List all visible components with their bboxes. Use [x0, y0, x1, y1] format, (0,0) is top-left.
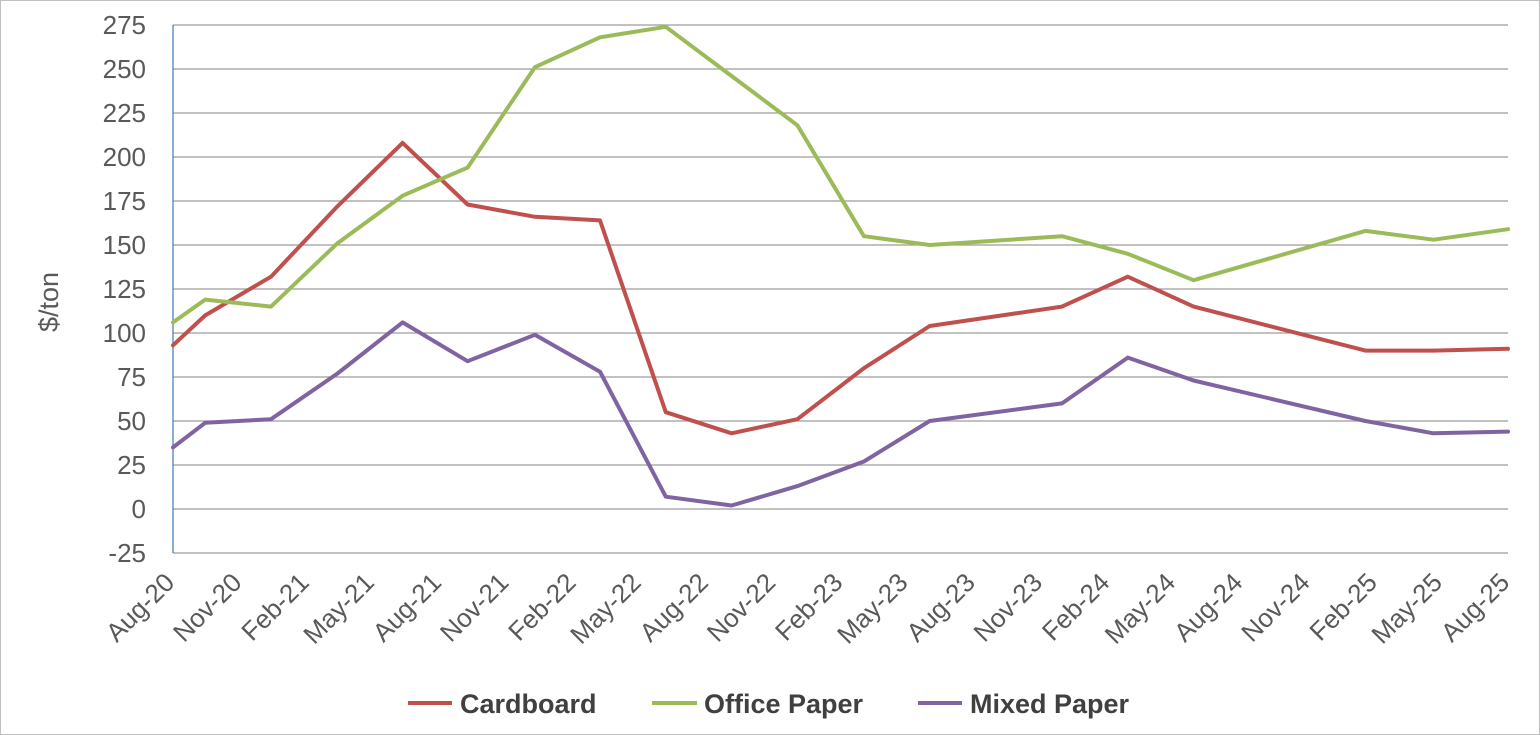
series-mixed-paper: [171, 320, 1510, 508]
data-point-office-paper: [203, 297, 207, 302]
data-point-mixed-paper: [465, 359, 470, 364]
data-point-office-paper: [400, 193, 405, 198]
data-point-cardboard: [465, 202, 470, 207]
data-point-cardboard: [1431, 348, 1436, 353]
data-point-cardboard: [335, 204, 340, 209]
data-point-office-paper: [1060, 234, 1064, 238]
data-point-cardboard: [1191, 304, 1196, 309]
data-point-office-paper: [465, 165, 470, 170]
series-office-paper: [171, 24, 1510, 325]
data-point-mixed-paper: [1506, 429, 1510, 434]
data-point-mixed-paper: [598, 369, 602, 374]
series-cardboard: [171, 140, 1510, 436]
data-point-cardboard: [598, 218, 602, 223]
y-tick-label: 25: [117, 450, 146, 480]
data-point-office-paper: [269, 304, 273, 309]
data-point-cardboard: [269, 274, 273, 279]
data-point-mixed-paper: [1060, 401, 1064, 406]
y-tick-label: 275: [103, 10, 146, 40]
data-point-mixed-paper: [729, 503, 734, 508]
legend-label-mixed-paper: Mixed Paper: [970, 689, 1130, 719]
data-point-cardboard: [1506, 347, 1510, 351]
legend-item-cardboard: Cardboard: [408, 689, 597, 719]
y-tick-label: 50: [117, 406, 146, 436]
data-point-mixed-paper: [927, 419, 932, 423]
data-point-office-paper: [1191, 278, 1196, 283]
data-point-cardboard: [795, 417, 800, 422]
y-tick-label: 150: [103, 230, 146, 260]
data-point-mixed-paper: [1363, 419, 1368, 423]
data-point-mixed-paper: [862, 459, 866, 464]
y-tick-label: -25: [108, 538, 146, 568]
data-point-mixed-paper: [664, 494, 668, 499]
data-point-office-paper: [335, 241, 340, 245]
data-point-mixed-paper: [1431, 431, 1436, 436]
legend: Cardboard Office Paper Mixed Paper: [408, 689, 1130, 719]
y-tick-label: 250: [103, 54, 146, 84]
data-point-cardboard: [862, 366, 866, 371]
y-tick-label: 200: [103, 142, 146, 172]
y-tick-label: 75: [117, 362, 146, 392]
data-point-mixed-paper: [1126, 355, 1130, 360]
data-point-mixed-paper: [171, 445, 175, 450]
data-point-cardboard: [400, 141, 405, 145]
data-point-mixed-paper: [795, 484, 800, 488]
data-point-cardboard: [1060, 304, 1064, 309]
data-point-office-paper: [927, 243, 932, 247]
legend-item-mixed-paper: Mixed Paper: [918, 689, 1130, 719]
data-point-office-paper: [862, 234, 866, 238]
plot-area: [171, 24, 1510, 554]
series-layer: [171, 24, 1510, 508]
y-tick-label: 225: [103, 98, 146, 128]
legend-item-office-paper: Office Paper: [652, 689, 864, 719]
gridlines: [173, 24, 1508, 554]
data-point-office-paper: [1431, 237, 1436, 242]
data-point-cardboard: [729, 431, 734, 436]
data-point-mixed-paper: [1191, 378, 1196, 383]
data-point-cardboard: [1363, 348, 1368, 353]
data-point-office-paper: [533, 65, 537, 69]
data-point-mixed-paper: [533, 333, 537, 337]
data-point-office-paper: [1363, 229, 1368, 233]
data-point-cardboard: [203, 313, 207, 318]
y-tick-label: 125: [103, 274, 146, 304]
legend-label-cardboard: Cardboard: [460, 689, 597, 719]
data-point-mixed-paper: [269, 417, 273, 422]
data-point-cardboard: [171, 343, 175, 348]
data-point-office-paper: [729, 74, 734, 78]
data-point-mixed-paper: [335, 371, 340, 376]
data-point-mixed-paper: [203, 421, 207, 425]
data-point-office-paper: [664, 25, 668, 29]
data-point-office-paper: [171, 320, 175, 325]
data-point-office-paper: [1126, 252, 1130, 256]
data-point-office-paper: [598, 35, 602, 40]
data-point-cardboard: [533, 215, 537, 219]
data-point-office-paper: [1506, 227, 1510, 231]
y-axis-title: $/ton: [34, 272, 64, 332]
y-tick-label: 100: [103, 318, 146, 348]
data-point-mixed-paper: [400, 320, 405, 325]
y-tick-label: 175: [103, 186, 146, 216]
data-point-office-paper: [795, 123, 800, 128]
data-point-cardboard: [664, 410, 668, 415]
y-tick-label: 0: [132, 494, 146, 524]
data-point-cardboard: [1126, 274, 1130, 279]
data-point-cardboard: [927, 324, 932, 328]
legend-label-office-paper: Office Paper: [704, 689, 864, 719]
